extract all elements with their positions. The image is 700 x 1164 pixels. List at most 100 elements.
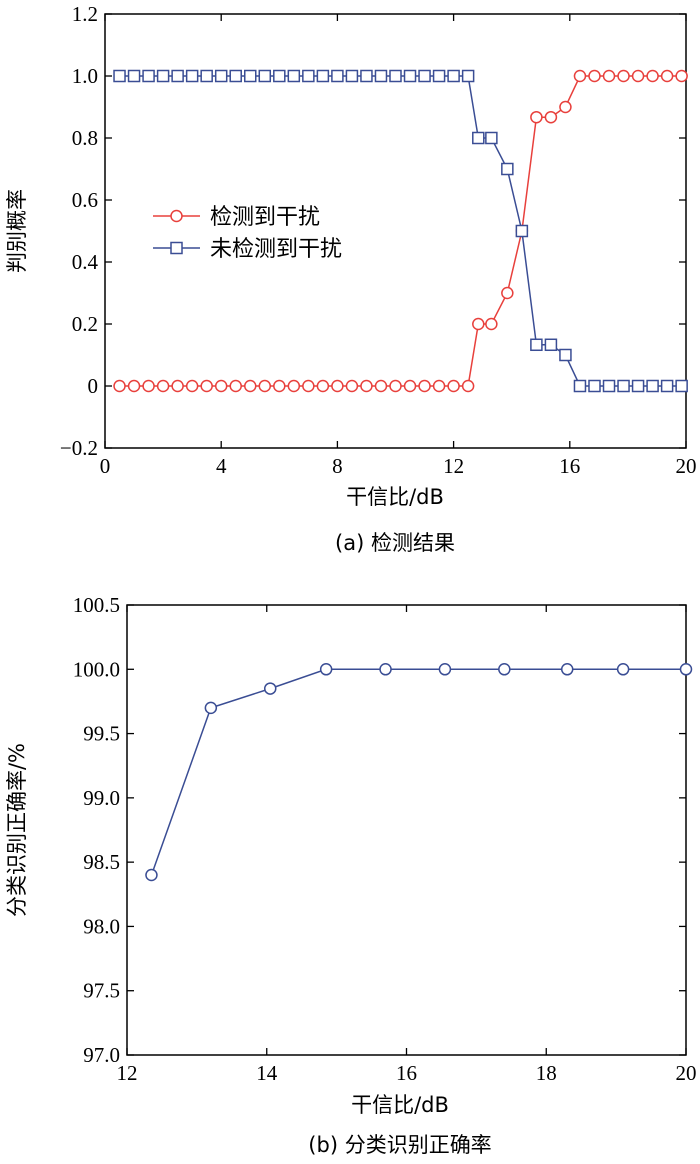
- a-series-0-point: [185, 379, 199, 393]
- a-series-0-point: [485, 317, 498, 331]
- a-y-tick-label: 0: [88, 374, 99, 398]
- b-series-0-point: [679, 663, 693, 676]
- a-series-0-point: [588, 69, 601, 83]
- chart-a-x-axis-label: 干信比/dB: [346, 485, 444, 509]
- a-y-tick-label: −0.2: [60, 436, 98, 460]
- a-series-1-point: [432, 69, 446, 83]
- b-y-tick-label: 100.5: [73, 593, 120, 617]
- a-series-1-point: [200, 69, 213, 83]
- a-series-1-point: [316, 69, 330, 83]
- chart-b-caption: (b) 分类识别正确率: [308, 1133, 491, 1157]
- a-series-0-line: [119, 75, 682, 387]
- a-series-1-point: [171, 69, 184, 83]
- chart-a: 0 4 8 12 16 20 −0.200.20.40.60.81.01.2 检测到干扰 …: [5, 2, 697, 555]
- b-x-tick-label: 16: [396, 1061, 417, 1085]
- a-series-1-point: [302, 69, 315, 83]
- a-x-tick-label: 8: [332, 454, 343, 478]
- a-series-0-point: [646, 69, 659, 83]
- b-series-0-point: [263, 682, 277, 695]
- a-series-1-point: [360, 69, 373, 83]
- a-y-tick-label: 1.0: [72, 64, 98, 88]
- a-series-1-point: [214, 69, 228, 83]
- a-series-0-point: [403, 379, 417, 393]
- chart-b-y-ticks: 97.0 97.5 98.0 98.5 99.0 99.5 100.0 100.5: [73, 593, 686, 1067]
- a-series-0-point: [501, 286, 514, 300]
- a-series-1-point: [559, 348, 572, 362]
- legend-marker-detected: [170, 209, 183, 223]
- a-series-1-point: [631, 379, 645, 393]
- a-series-1-point: [602, 379, 616, 393]
- a-series-1-point: [258, 69, 272, 83]
- a-series-0-point: [214, 379, 228, 393]
- a-series-0-point: [258, 379, 272, 393]
- a-x-tick-label: 16: [559, 454, 580, 478]
- a-series-1-point: [675, 379, 688, 393]
- a-series-0-point: [302, 379, 315, 393]
- b-series-0-point: [616, 663, 630, 676]
- a-x-tick-label: 12: [443, 454, 464, 478]
- legend-label-detected: 检测到干扰: [210, 205, 320, 230]
- a-series-0-point: [617, 69, 630, 83]
- a-series-1-point: [501, 162, 514, 176]
- a-series-1-point: [273, 69, 286, 83]
- a-series-1-point: [472, 131, 485, 145]
- a-series-0-point: [316, 379, 330, 393]
- a-series-1-point: [374, 69, 388, 83]
- chart-b-x-ticks: 12 14 16 18 20: [117, 605, 697, 1085]
- chart-b-y-axis-label: 分类识别正确率/%: [5, 743, 29, 917]
- a-series-0-point: [127, 379, 141, 393]
- a-y-tick-label: 0.2: [72, 312, 98, 336]
- b-x-tick-label: 18: [536, 1061, 557, 1085]
- a-series-0-point: [244, 379, 257, 393]
- a-series-0-point: [675, 69, 688, 83]
- b-x-tick-label: 20: [676, 1061, 697, 1085]
- a-series-0-point: [544, 110, 558, 124]
- chart-b-series: [145, 663, 693, 882]
- a-series-0-point: [602, 69, 616, 83]
- a-series-0-point: [559, 100, 572, 114]
- chart-a-y-axis-label: 判别概率: [5, 189, 29, 273]
- b-y-tick-label: 98.0: [83, 914, 120, 938]
- a-series-0-point: [472, 317, 485, 331]
- a-x-tick-label: 4: [216, 454, 227, 478]
- a-series-0-point: [374, 379, 388, 393]
- a-series-1-point: [573, 379, 587, 393]
- a-series-1-point: [660, 379, 674, 393]
- a-series-1-point: [156, 69, 170, 83]
- a-series-1-point: [544, 338, 558, 352]
- a-series-1-point: [617, 379, 630, 393]
- a-series-1-point: [113, 69, 126, 83]
- a-series-0-point: [631, 69, 645, 83]
- a-series-0-point: [418, 379, 431, 393]
- b-x-tick-label: 14: [256, 1061, 278, 1085]
- b-series-0-point: [145, 868, 158, 882]
- chart-a-y-ticks: −0.2 0 0.2 0.4 0.6 0.8 1.0 1.2: [60, 2, 686, 460]
- a-series-0-point: [432, 379, 446, 393]
- a-series-0-point: [200, 379, 213, 393]
- a-series-0-point: [229, 379, 242, 393]
- chart-a-series: [113, 69, 688, 393]
- a-series-0-point: [287, 379, 301, 393]
- a-series-1-point: [447, 69, 460, 83]
- legend-label-not-detected: 未检测到干扰: [210, 237, 342, 262]
- a-series-1-point: [646, 379, 659, 393]
- a-series-1-point: [485, 131, 498, 145]
- a-series-1-point: [345, 69, 359, 83]
- b-series-0-point: [438, 663, 452, 676]
- a-series-0-point: [331, 379, 344, 393]
- legend-marker-not-detected: [170, 241, 183, 255]
- a-series-1-point: [331, 69, 344, 83]
- a-series-0-point: [142, 379, 155, 393]
- chart-a-legend: 检测到干扰 未检测到干扰: [153, 205, 342, 262]
- b-series-0-point: [498, 663, 511, 676]
- b-x-tick-label: 12: [117, 1061, 138, 1085]
- a-series-1-point: [185, 69, 199, 83]
- a-series-1-point: [461, 69, 475, 83]
- a-series-1-point: [403, 69, 417, 83]
- a-series-0-point: [573, 69, 587, 83]
- b-series-0-point: [379, 663, 392, 676]
- a-series-1-point: [142, 69, 155, 83]
- a-series-1-point: [530, 338, 543, 352]
- a-series-1-point: [515, 224, 529, 238]
